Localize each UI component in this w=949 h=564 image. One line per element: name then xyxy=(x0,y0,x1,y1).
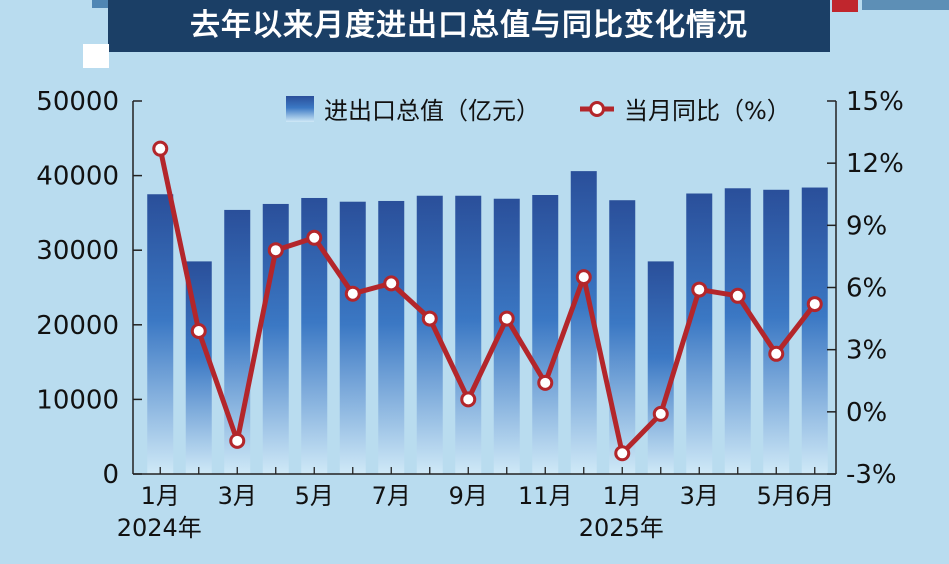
y-right-tick-label: 6% xyxy=(846,274,887,304)
x-year-label: 2025年 xyxy=(579,514,664,542)
decor-corner-blue xyxy=(862,0,949,10)
yoy-line xyxy=(157,148,817,456)
y-left-tick-label: 30000 xyxy=(36,236,119,266)
yoy-point-2025-03 xyxy=(691,281,708,298)
y-left-tick-label: 0 xyxy=(102,460,119,490)
y-right-tick-label: 3% xyxy=(846,336,887,366)
bar-2024-01 xyxy=(147,194,174,474)
chart-title: 去年以来月度进出口总值与同比变化情况 xyxy=(108,0,830,52)
legend-line-label: 当月同比（%） xyxy=(624,97,791,125)
bar-2024-06 xyxy=(339,201,366,474)
y-right-tick-label: 15% xyxy=(846,87,904,117)
bar-2025-05 xyxy=(763,189,790,475)
bar-2024-07 xyxy=(378,200,405,475)
yoy-point-2025-05 xyxy=(768,345,785,362)
bar-2025-01 xyxy=(609,200,636,474)
legend-bar-label: 进出口总值（亿元） xyxy=(324,97,540,125)
yoy-point-2024-12 xyxy=(575,269,592,286)
bar-2024-09 xyxy=(455,195,482,474)
yoy-point-2025-02 xyxy=(652,405,669,422)
x-tick-label: 3月 xyxy=(680,482,719,510)
x-tick-label: 5月 xyxy=(295,482,334,510)
yoy-point-2024-10 xyxy=(498,310,515,327)
y-right-tick-label: 9% xyxy=(846,211,887,241)
decor-corner-left xyxy=(92,0,108,8)
bar-2025-04 xyxy=(724,188,751,475)
y-right-tick-label: -3% xyxy=(846,460,897,490)
y-left-tick-label: 50000 xyxy=(36,87,119,117)
x-tick-label: 1月 xyxy=(603,482,642,510)
x-tick-label: 6月 xyxy=(795,482,834,510)
x-tick-label: 3月 xyxy=(218,482,257,510)
yoy-point-2024-07 xyxy=(383,275,400,292)
bar-2025-02 xyxy=(647,261,674,474)
yoy-point-2024-06 xyxy=(344,285,361,302)
y-left-tick-label: 40000 xyxy=(36,162,119,192)
y-right-tick-label: 12% xyxy=(846,149,904,179)
yoy-point-2024-02 xyxy=(190,323,207,340)
x-tick-label: 9月 xyxy=(449,482,488,510)
bar-2025-06 xyxy=(801,187,828,474)
x-year-label: 2024年 xyxy=(117,514,202,542)
x-tick-label: 7月 xyxy=(372,482,411,510)
y-right-tick-label: 0% xyxy=(846,398,887,428)
y-left-tick-label: 10000 xyxy=(36,385,119,415)
x-tick-label: 1月 xyxy=(141,482,180,510)
yoy-point-2024-05 xyxy=(306,229,323,246)
yoy-point-2024-08 xyxy=(421,310,438,327)
yoy-point-2025-06 xyxy=(806,296,823,313)
yoy-point-2024-04 xyxy=(267,242,284,259)
y-left-tick-label: 20000 xyxy=(36,311,119,341)
bar-2024-11 xyxy=(532,194,559,474)
x-tick-label: 11月 xyxy=(518,482,573,510)
yoy-point-2024-03 xyxy=(229,432,246,449)
legend-bar-swatch xyxy=(286,96,314,122)
yoy-point-2025-01 xyxy=(614,445,631,462)
x-tick-label: 5月 xyxy=(757,482,796,510)
yoy-point-2024-09 xyxy=(460,391,477,408)
decor-square xyxy=(83,44,109,68)
yoy-point-2024-11 xyxy=(537,374,554,391)
legend-line-marker xyxy=(589,101,605,117)
bar-2025-03 xyxy=(686,193,713,474)
yoy-point-2025-04 xyxy=(729,287,746,304)
decor-corner-red xyxy=(832,0,858,12)
yoy-point-2024-01 xyxy=(152,140,169,157)
